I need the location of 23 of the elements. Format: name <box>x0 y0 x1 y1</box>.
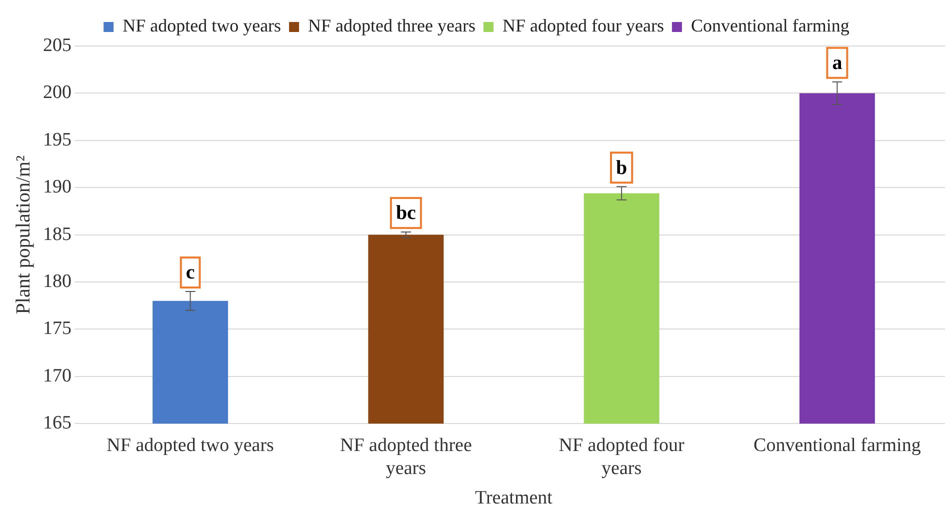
legend-label: Conventional farming <box>690 16 850 36</box>
y-tick-label: 205 <box>43 34 72 56</box>
legend-label: NF adopted three years <box>308 16 476 36</box>
annotation: b <box>616 156 628 179</box>
y-tick-label: 195 <box>43 129 72 150</box>
annotation: c <box>186 262 195 284</box>
x-axis-title: Treatment <box>475 488 554 509</box>
y-tick-label: 175 <box>43 318 72 340</box>
legend-label: NF adopted two years <box>122 16 282 36</box>
x-tick-label: Conventional farming <box>754 434 922 456</box>
annotation: a <box>832 52 842 74</box>
y-axis-title: Plant population/m² <box>12 155 34 314</box>
y-tick-label: 190 <box>43 176 72 198</box>
x-tick-label: NF adopted four years <box>558 434 686 479</box>
y-tick-label: 165 <box>43 412 72 434</box>
x-tick-label: NF adopted two years <box>106 434 274 456</box>
annotation: bc <box>396 202 416 224</box>
y-tick-label: 200 <box>43 82 72 104</box>
y-tick-label: 170 <box>43 365 72 386</box>
legend-label: NF adopted four years <box>502 16 664 36</box>
x-tick-label: NF adopted three years <box>340 434 472 479</box>
y-tick-label: 180 <box>43 270 72 292</box>
y-tick-label: 185 <box>43 224 72 245</box>
